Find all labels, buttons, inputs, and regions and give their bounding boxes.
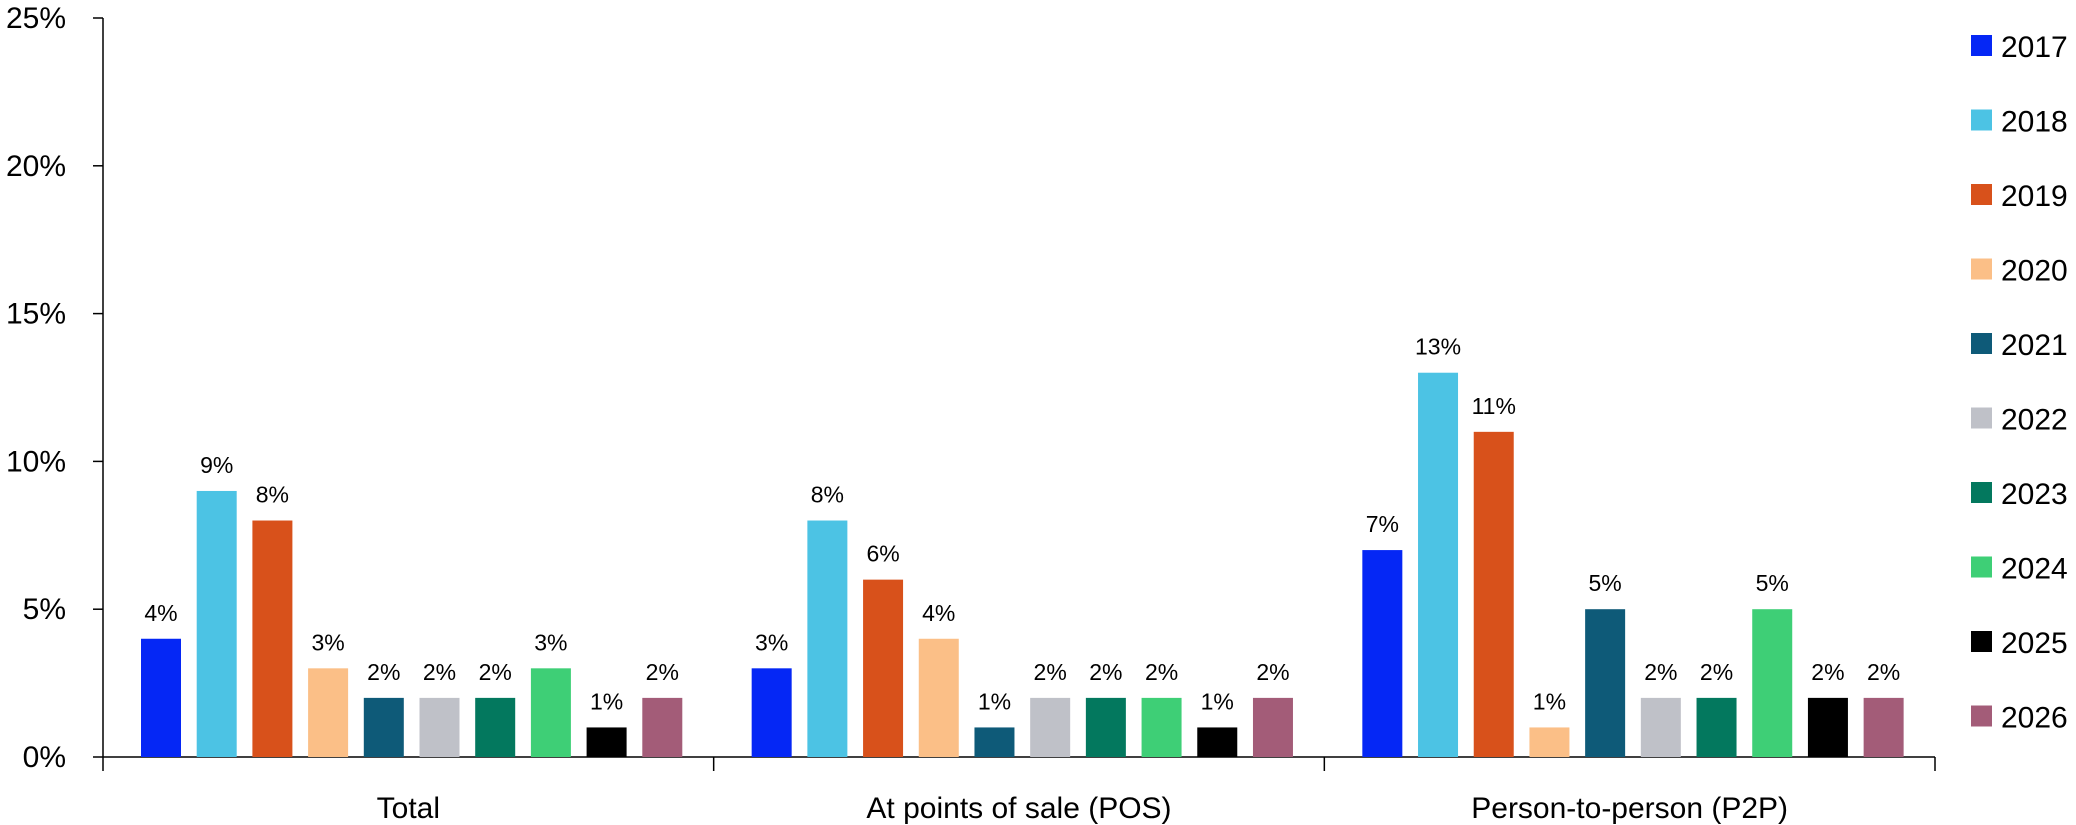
bar-data-label: 1% xyxy=(1533,688,1566,714)
legend-swatch xyxy=(1971,333,1992,354)
bar-data-label: 2% xyxy=(1644,659,1677,685)
bar-data-label: 6% xyxy=(866,541,899,567)
bar xyxy=(363,697,404,757)
y-tick-label: 5% xyxy=(23,593,66,626)
legend-label: 2017 xyxy=(2001,31,2068,64)
bar xyxy=(1085,697,1126,757)
legend-swatch xyxy=(1971,35,1992,56)
bar xyxy=(141,638,181,757)
y-axis: 0% 5% 10% 15% 20% 25% xyxy=(6,2,104,774)
bar xyxy=(1362,550,1403,757)
bar xyxy=(1696,697,1737,757)
bar xyxy=(1863,697,1904,757)
bar xyxy=(1640,697,1681,757)
bar-data-label: 8% xyxy=(811,482,844,508)
legend-label: 2019 xyxy=(2001,180,2068,213)
bar xyxy=(918,638,959,757)
bar xyxy=(642,697,683,757)
bar xyxy=(308,668,349,757)
bar xyxy=(807,520,848,757)
bar xyxy=(1252,697,1293,757)
bar-data-label: 1% xyxy=(590,688,623,714)
bar xyxy=(863,579,904,757)
legend-label: 2026 xyxy=(2001,702,2068,735)
bar-data-label: 2% xyxy=(1811,659,1844,685)
bar-data-label: 7% xyxy=(1366,511,1399,537)
bar xyxy=(1141,697,1182,757)
legend-label: 2021 xyxy=(2001,329,2068,362)
x-category-label: Person-to-person (P2P) xyxy=(1471,792,1788,825)
bar xyxy=(586,727,627,757)
bar-data-label: 11% xyxy=(1472,393,1516,419)
bar-data-label: 2% xyxy=(1256,659,1289,685)
bar-data-label: 5% xyxy=(1589,570,1622,596)
legend-swatch xyxy=(1971,705,1992,727)
bar-data-label: 5% xyxy=(1756,570,1789,596)
bar-data-label: 3% xyxy=(534,629,567,655)
bar-data-label: 1% xyxy=(978,688,1011,714)
legend-label: 2022 xyxy=(2001,404,2068,437)
y-tick-label: 0% xyxy=(23,741,66,774)
bar xyxy=(1529,727,1570,757)
bar-data-label: 13% xyxy=(1415,334,1461,360)
bar-data-label: 2% xyxy=(367,659,400,685)
bar xyxy=(530,668,571,757)
bar-data-label: 8% xyxy=(256,482,289,508)
bar xyxy=(196,490,237,757)
bar xyxy=(1197,727,1238,757)
bar-data-label: 3% xyxy=(755,629,788,655)
legend-swatch xyxy=(1971,258,1992,280)
y-tick-label: 20% xyxy=(6,150,66,183)
bar xyxy=(1030,697,1071,757)
bar xyxy=(419,697,460,757)
x-category-label: At points of sale (POS) xyxy=(866,792,1171,825)
bar xyxy=(1752,609,1793,757)
bar-data-label: 2% xyxy=(1089,659,1122,685)
legend-swatch xyxy=(1971,556,1992,578)
bar xyxy=(475,697,516,757)
bar xyxy=(1418,372,1459,757)
bar xyxy=(252,520,293,757)
y-tick-label: 15% xyxy=(6,298,66,331)
legend: 2017 2018 2019 2020 2021 2022 2023 2024 2025 2026 xyxy=(1971,31,2068,735)
legend-label: 2020 xyxy=(2001,255,2068,288)
bar xyxy=(974,727,1015,757)
legend-swatch xyxy=(1971,482,1992,503)
bars: 4% 3% 7% 9% 8% 13% 8% 6% 11% 3% 4% 1% 2% 1% 5% 2% 2% 2% 2%… xyxy=(141,334,1904,757)
legend-label: 2018 xyxy=(2001,106,2068,139)
bar-data-label: 1% xyxy=(1201,688,1234,714)
bar-data-label: 9% xyxy=(200,452,233,478)
y-tick-label: 10% xyxy=(6,445,66,478)
x-category-label: Total xyxy=(377,792,440,825)
x-axis: Total At points of sale (POS) Person-to-pe… xyxy=(102,756,1936,825)
bar-data-label: 2% xyxy=(1034,659,1067,685)
legend-label: 2025 xyxy=(2001,627,2068,660)
y-tick-label: 25% xyxy=(6,2,66,35)
bar-data-label: 2% xyxy=(646,659,679,685)
bar xyxy=(1807,697,1848,757)
legend-swatch xyxy=(1971,184,1992,205)
bar xyxy=(1585,609,1626,757)
bar-data-label: 3% xyxy=(311,629,344,655)
legend-label: 2024 xyxy=(2001,553,2068,586)
bar xyxy=(1473,431,1514,757)
bar-data-label: 2% xyxy=(1867,659,1900,685)
bar-data-label: 2% xyxy=(479,659,512,685)
bar-data-label: 2% xyxy=(1145,659,1178,685)
bar-data-label: 2% xyxy=(1700,659,1733,685)
bar-data-label: 4% xyxy=(144,600,177,626)
legend-swatch xyxy=(1971,109,1992,131)
bar-data-label: 4% xyxy=(922,600,955,626)
bar-data-label: 2% xyxy=(423,659,456,685)
legend-swatch xyxy=(1971,407,1992,429)
legend-swatch xyxy=(1971,631,1992,652)
legend-label: 2023 xyxy=(2001,478,2068,511)
bar xyxy=(751,668,792,757)
